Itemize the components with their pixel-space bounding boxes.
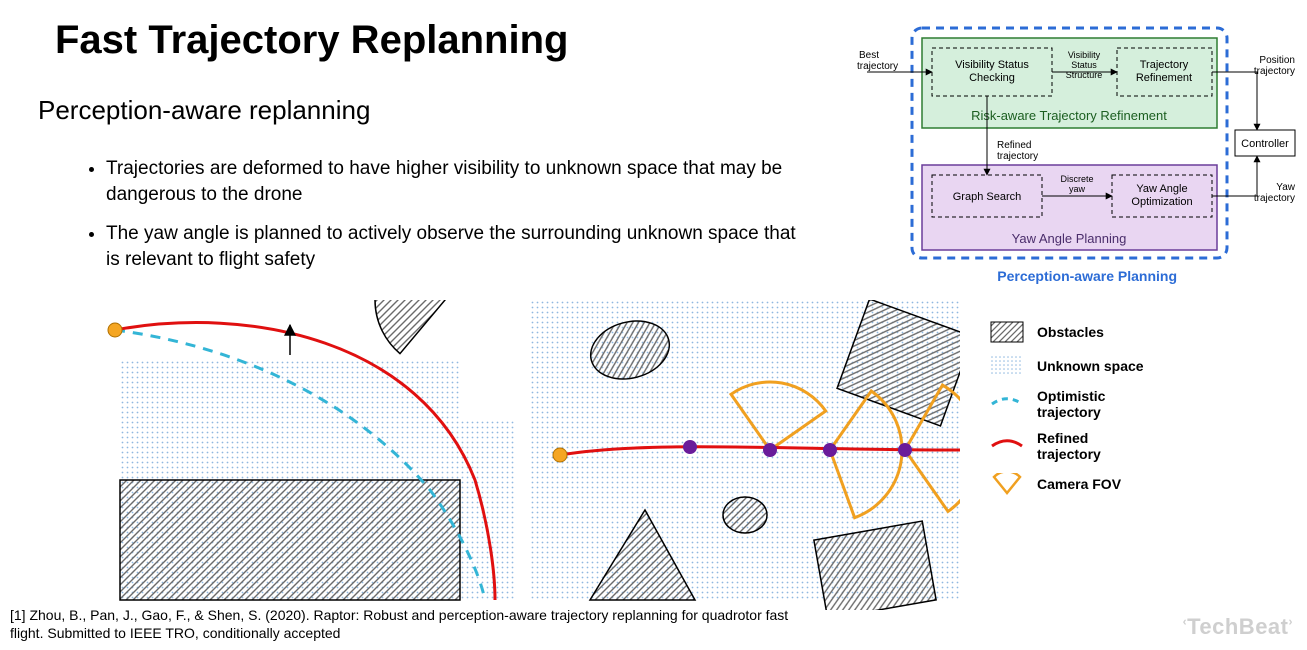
dots-icon: [987, 354, 1027, 378]
hatch-icon: [987, 320, 1027, 344]
bullet-item: The yaw angle is planned to actively obs…: [106, 221, 808, 272]
flow-caption: Perception-aware Planning: [997, 268, 1177, 284]
watermark: ‹TechBeat›: [1183, 614, 1293, 640]
bullet-list: Trajectories are deformed to have higher…: [48, 156, 808, 287]
top-block-label: Risk-aware Trajectory Refinement: [971, 108, 1167, 123]
legend: Obstacles Unknown space Optimistic traje…: [987, 320, 1187, 506]
citation: [1] Zhou, B., Pan, J., Gao, F., & Shen, …: [10, 607, 790, 642]
svg-text:Besttrajectory: Besttrajectory: [857, 50, 898, 72]
solid-line-icon: [987, 434, 1027, 458]
legend-item: Unknown space: [987, 354, 1187, 378]
bottom-block-label: Yaw Angle Planning: [1012, 231, 1127, 246]
svg-text:Controller: Controller: [1241, 138, 1289, 150]
legend-item: Camera FOV: [987, 472, 1187, 496]
fov-icon: [987, 472, 1027, 496]
svg-text:Refinedtrajectory: Refinedtrajectory: [997, 140, 1038, 162]
legend-item: Refined trajectory: [987, 430, 1187, 462]
dash-line-icon: [987, 392, 1027, 416]
flow-diagram: Risk-aware Trajectory Refinement Visibil…: [857, 10, 1297, 280]
svg-text:Yaw AngleOptimization: Yaw AngleOptimization: [1131, 183, 1192, 208]
slide-subtitle: Perception-aware replanning: [38, 95, 370, 126]
svg-text:TrajectoryRefinement: TrajectoryRefinement: [1136, 59, 1192, 84]
legend-item: Obstacles: [987, 320, 1187, 344]
legend-item: Optimistic trajectory: [987, 388, 1187, 420]
trajectory-illustration: [90, 300, 960, 610]
svg-text:Graph Search: Graph Search: [953, 191, 1021, 203]
bullet-item: Trajectories are deformed to have higher…: [106, 156, 808, 207]
slide-title: Fast Trajectory Replanning: [55, 18, 568, 63]
svg-text:Yawtrajectory: Yawtrajectory: [1254, 182, 1296, 204]
svg-text:Positiontrajectory: Positiontrajectory: [1254, 55, 1295, 77]
